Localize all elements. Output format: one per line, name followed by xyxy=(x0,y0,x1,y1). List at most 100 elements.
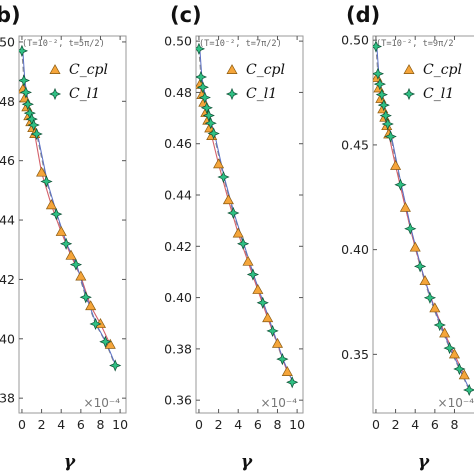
data-point-l1 xyxy=(227,206,240,220)
legend-label-cpl: C_cpl xyxy=(246,62,285,78)
legend-marker-cpl xyxy=(226,64,238,74)
data-point-l1 xyxy=(443,341,456,355)
data-point-cpl xyxy=(213,158,225,169)
series-line-l1-fit xyxy=(198,48,293,383)
data-point-l1 xyxy=(196,81,209,94)
x-tick-label: 0 xyxy=(195,417,203,432)
plot-frame xyxy=(18,35,127,414)
data-point-l1 xyxy=(99,335,112,348)
legend-label-cpl: C_cpl xyxy=(69,62,108,78)
data-point-l1 xyxy=(404,222,417,235)
plot-frame xyxy=(372,35,474,414)
data-point-l1 xyxy=(198,91,211,104)
y-tick-label: 0.42 xyxy=(164,239,192,254)
data-point-l1 xyxy=(379,109,392,122)
data-point-l1 xyxy=(19,74,31,87)
data-point-l1 xyxy=(414,260,427,273)
data-point-cpl xyxy=(204,122,216,133)
data-point-cpl xyxy=(85,300,97,311)
panel-label: (d) xyxy=(346,3,380,27)
legend-label-l1: C_l1 xyxy=(246,86,277,102)
legend-marker-cpl xyxy=(49,64,61,74)
data-point-l1 xyxy=(196,70,208,84)
data-point-cpl xyxy=(65,249,77,260)
data-point-l1 xyxy=(384,130,397,143)
y-tick-label: .48 xyxy=(0,94,15,109)
x-tick-label: 6 xyxy=(77,417,85,432)
data-point-l1 xyxy=(109,359,122,372)
y-tick-label: 0.40 xyxy=(164,290,192,305)
data-point-cpl xyxy=(409,241,421,252)
y-tick-label: 0.38 xyxy=(164,341,192,356)
legend: C_cpl C_l1 xyxy=(402,62,462,102)
legend-label-l1: C_l1 xyxy=(69,86,100,102)
legend-marker-l1 xyxy=(225,87,239,101)
x-tick-label: 8 xyxy=(451,417,459,432)
panel-label: b) xyxy=(0,3,21,27)
data-point-l1 xyxy=(286,376,299,389)
data-point-cpl xyxy=(399,201,411,212)
data-point-cpl xyxy=(104,338,116,349)
data-point-l1 xyxy=(69,258,83,271)
data-point-l1 xyxy=(19,86,32,99)
legend-marker-cpl xyxy=(403,64,415,74)
data-point-l1 xyxy=(394,178,407,191)
data-point-l1 xyxy=(50,208,63,221)
y-tick-label: 0.50 xyxy=(164,34,192,49)
y-tick-label: .44 xyxy=(0,213,15,228)
params-annotation: (T=10⁻², t=5π/2) xyxy=(22,39,105,49)
data-point-l1 xyxy=(246,268,260,281)
data-point-l1 xyxy=(237,237,250,250)
x-tick-label: 2 xyxy=(38,417,46,432)
data-point-l1 xyxy=(207,127,220,140)
data-point-cpl xyxy=(36,166,48,177)
x-tick-label: 4 xyxy=(234,417,242,432)
data-point-cpl xyxy=(262,312,274,323)
panel-label: (c) xyxy=(170,3,202,27)
x-tick-label: 2 xyxy=(215,417,223,432)
data-point-l1 xyxy=(200,101,213,114)
data-point-cpl xyxy=(242,255,254,266)
chart-panel-2: (c) 0.36 0.38 0.40 0.42 0.44 0.46 0.48 0.50 0 2 4 6 8… xyxy=(164,3,305,472)
data-point-l1 xyxy=(256,296,269,309)
data-point-l1 xyxy=(217,170,230,184)
data-point-l1 xyxy=(40,175,53,188)
y-tick-label: 0.44 xyxy=(164,188,192,203)
data-point-cpl xyxy=(55,226,67,236)
data-point-l1 xyxy=(60,237,73,250)
params-annotation: (T=10⁻², t=9π/2 xyxy=(376,39,454,49)
data-point-l1 xyxy=(373,78,386,91)
data-point-l1 xyxy=(19,44,29,57)
x-axis-label: γ xyxy=(241,452,253,472)
data-point-cpl xyxy=(281,366,293,376)
x-tick-label: 10 xyxy=(112,417,128,432)
data-point-l1 xyxy=(79,291,92,304)
x-scale-note: ×10⁻⁴ xyxy=(261,396,298,410)
data-point-cpl xyxy=(429,302,441,313)
x-tick-label: 6 xyxy=(254,417,262,432)
data-point-l1 xyxy=(381,117,394,131)
legend: C_cpl C_l1 xyxy=(48,62,108,102)
data-point-cpl xyxy=(458,369,470,380)
x-scale-note: ×10⁻⁴ xyxy=(84,396,121,410)
x-tick-label: 0 xyxy=(18,417,26,432)
plot-area xyxy=(373,40,474,397)
x-tick-label: 6 xyxy=(431,417,439,432)
data-point-l1 xyxy=(423,291,437,304)
y-tick-label: .38 xyxy=(0,391,15,406)
data-point-l1 xyxy=(373,67,385,80)
data-point-cpl xyxy=(439,327,451,338)
data-point-l1 xyxy=(202,109,215,122)
legend: C_cpl C_l1 xyxy=(225,62,285,102)
plot-area xyxy=(19,44,122,372)
data-point-cpl xyxy=(232,227,244,238)
data-point-l1 xyxy=(196,42,206,55)
y-tick-label: 0.48 xyxy=(164,85,192,100)
x-tick-label: 4 xyxy=(57,417,65,432)
data-point-cpl xyxy=(75,270,87,281)
legend-marker-l1 xyxy=(48,87,62,101)
chart-panel-3: (d) 0.35 0.40 0.45 0.50 0 2 4 6 8 γ ×10⁻⁴ (T=10⁻², t… xyxy=(341,3,474,472)
legend-marker-l1 xyxy=(402,87,416,101)
